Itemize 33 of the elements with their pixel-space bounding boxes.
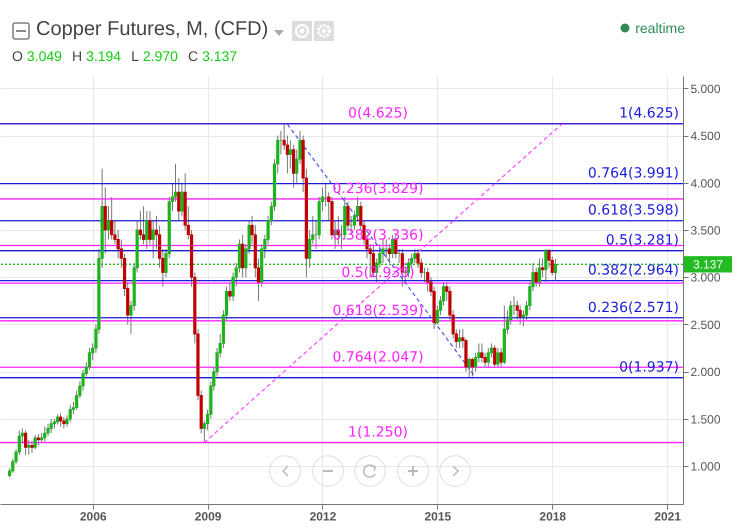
ref-line-label: 0.618(2.539) xyxy=(332,302,424,319)
text: H 3.194 xyxy=(72,48,122,64)
ref-line-label: 1(4.625) xyxy=(619,106,679,122)
text: O 3.049 xyxy=(12,48,62,64)
x-tick-label: 2009 xyxy=(194,510,222,524)
ref-line-label: 0.5(3.281) xyxy=(606,232,679,249)
ref-line-label: 0(4.625) xyxy=(348,106,408,122)
y-tick-label: 4.500 xyxy=(690,129,721,144)
x-tick-label: 2015 xyxy=(424,510,452,524)
y-tick-label: 3.000 xyxy=(690,270,721,285)
y-tick-label: 2.500 xyxy=(690,318,721,332)
y-tick-label: 2.000 xyxy=(690,365,721,380)
ref-line-label: 1(1.250) xyxy=(348,424,408,441)
y-tick-label: 5.000 xyxy=(690,82,721,96)
ref-line-label: 0.764(3.991) xyxy=(588,166,679,182)
text: C 3.137 xyxy=(188,48,238,64)
ref-line-label: 0.382(2.964) xyxy=(588,262,679,279)
x-tick-label: 2012 xyxy=(310,510,337,524)
y-tick-label: 1.500 xyxy=(690,412,721,426)
x-tick-label: 2021 xyxy=(654,510,682,524)
ref-line-label: 0.618(3.598) xyxy=(588,202,679,219)
x-tick-label: 2018 xyxy=(539,510,566,524)
y-tick-label: 1.000 xyxy=(690,460,721,474)
ref-line-label: 0.764(2.047) xyxy=(332,349,424,366)
ref-line-label: 0.236(2.571) xyxy=(588,300,679,316)
chart-title: Copper Futures, M, (CFD) xyxy=(36,18,268,41)
ref-line-label: 0.236(3.829) xyxy=(332,180,424,197)
text: realtime xyxy=(634,20,685,36)
text: L 2.970 xyxy=(131,48,178,64)
y-tick-label: 3.500 xyxy=(690,224,721,238)
ref-line-label: 3.137 xyxy=(692,257,724,272)
y-tick-label: 4.000 xyxy=(690,176,721,190)
x-tick-label: 2006 xyxy=(80,510,107,524)
